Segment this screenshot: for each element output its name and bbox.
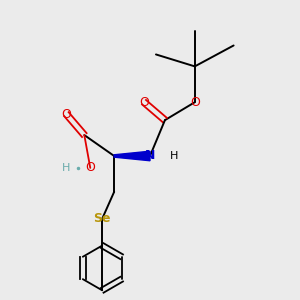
Text: O: O bbox=[61, 108, 71, 121]
Polygon shape bbox=[114, 151, 150, 161]
Text: O: O bbox=[190, 96, 200, 109]
Text: Se: Se bbox=[94, 212, 111, 225]
Text: N: N bbox=[145, 149, 155, 163]
Text: O: O bbox=[85, 161, 95, 174]
Text: H: H bbox=[62, 163, 70, 173]
Text: H: H bbox=[170, 151, 178, 161]
Text: O: O bbox=[139, 96, 149, 109]
